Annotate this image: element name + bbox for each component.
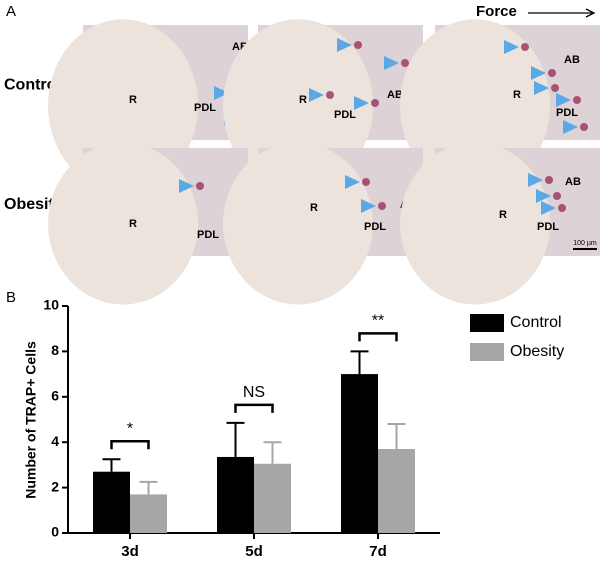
arrowhead <box>354 96 369 110</box>
panel-label: B <box>6 289 16 306</box>
x-tick-label: 5d <box>245 543 263 560</box>
trap-cell <box>401 59 409 67</box>
trap-cell <box>521 43 529 51</box>
force-arrow-head <box>585 8 596 18</box>
row-label: Control <box>4 77 61 94</box>
significance-bracket <box>234 403 274 413</box>
tissue-label: PDL <box>197 229 219 241</box>
trap-cell <box>362 178 370 186</box>
tissue-label: R <box>499 209 507 221</box>
trap-cell <box>326 91 334 99</box>
arrowhead <box>531 66 546 80</box>
legend-swatch <box>470 314 504 332</box>
arrowhead <box>504 40 519 54</box>
arrowhead <box>337 38 352 52</box>
bar <box>93 471 130 533</box>
x-tick-label: 7d <box>369 543 387 560</box>
row-label: Obesity <box>4 196 63 213</box>
panel-label: A <box>6 3 16 20</box>
significance-label: NS <box>243 384 265 401</box>
arrowhead <box>556 93 571 107</box>
x-tick-label: 3d <box>121 543 139 560</box>
arrowhead <box>534 81 549 95</box>
significance-label: * <box>127 420 133 437</box>
arrowhead <box>563 120 578 134</box>
bar <box>378 449 415 533</box>
bar <box>254 463 291 533</box>
tissue-label: R <box>513 89 521 101</box>
trap-cell <box>558 204 566 212</box>
legend-swatch <box>470 343 504 361</box>
tissue-label: AB <box>565 176 581 188</box>
trap-cell <box>580 123 588 131</box>
arrowhead <box>214 86 229 100</box>
tissue-label: R <box>129 94 137 106</box>
root-region <box>400 142 550 305</box>
legend-label: Control <box>510 314 562 331</box>
arrowhead <box>541 201 556 215</box>
scale-bar-label: 100 µm <box>573 240 597 247</box>
arrowhead <box>361 199 376 213</box>
significance-bracket <box>358 332 398 342</box>
trap-cell <box>354 41 362 49</box>
bar <box>130 494 167 533</box>
y-tick-label: 10 <box>43 297 59 313</box>
tissue-label: R <box>310 202 318 214</box>
trap-cell <box>553 192 561 200</box>
trap-cell <box>378 202 386 210</box>
arrowhead <box>536 189 551 203</box>
arrowhead <box>528 173 543 187</box>
trap-cell <box>196 182 204 190</box>
trap-cell <box>545 176 553 184</box>
y-tick-label: 6 <box>51 388 59 404</box>
tissue-label: PDL <box>364 221 386 233</box>
y-tick-label: 8 <box>51 342 59 358</box>
bar <box>217 456 254 533</box>
root-region <box>48 142 198 305</box>
force-label: Force <box>476 3 517 20</box>
significance-label: ** <box>372 313 384 330</box>
tissue-label: AB <box>564 54 580 66</box>
legend-label: Obesity <box>510 343 564 360</box>
arrowhead <box>345 175 360 189</box>
arrowhead <box>309 88 324 102</box>
y-tick-label: 4 <box>51 433 59 449</box>
trap-cell <box>551 84 559 92</box>
tissue-label: AB <box>387 89 403 101</box>
bar <box>341 374 378 533</box>
y-tick-label: 2 <box>51 478 59 494</box>
trap-cell <box>573 96 581 104</box>
tissue-label: PDL <box>334 109 356 121</box>
arrowhead <box>384 56 399 70</box>
root-region <box>223 142 373 305</box>
tissue-label: PDL <box>556 107 578 119</box>
tissue-label: R <box>129 218 137 230</box>
tissue-label: R <box>299 94 307 106</box>
trap-cell <box>548 69 556 77</box>
y-tick-label: 0 <box>51 524 59 540</box>
significance-bracket <box>110 439 150 450</box>
tissue-label: PDL <box>194 102 216 114</box>
y-axis-label: Number of TRAP+ Cells <box>23 341 39 499</box>
arrowhead <box>179 179 194 193</box>
tissue-label: PDL <box>537 221 559 233</box>
trap-cell <box>371 99 379 107</box>
